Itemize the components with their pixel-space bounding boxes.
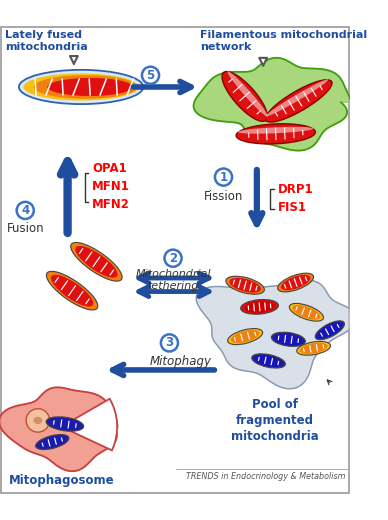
- Text: DRP1
FIS1: DRP1 FIS1: [277, 183, 313, 214]
- Text: Fission: Fission: [204, 190, 243, 203]
- Ellipse shape: [36, 435, 69, 450]
- Circle shape: [142, 67, 159, 84]
- Polygon shape: [226, 296, 324, 359]
- Ellipse shape: [265, 80, 332, 122]
- Text: Filamentous mitochondrial
network: Filamentous mitochondrial network: [200, 30, 367, 52]
- Ellipse shape: [265, 79, 328, 116]
- Polygon shape: [194, 58, 351, 151]
- Ellipse shape: [46, 271, 98, 310]
- Circle shape: [17, 202, 34, 219]
- Ellipse shape: [300, 343, 327, 354]
- Ellipse shape: [75, 246, 118, 278]
- Ellipse shape: [46, 417, 84, 431]
- Ellipse shape: [281, 275, 310, 290]
- Circle shape: [26, 409, 50, 432]
- Ellipse shape: [226, 276, 264, 294]
- Ellipse shape: [238, 127, 314, 134]
- Text: Mitochondrial
tethering: Mitochondrial tethering: [135, 269, 211, 291]
- Text: Mitophagy: Mitophagy: [149, 355, 211, 368]
- Ellipse shape: [255, 355, 282, 367]
- Text: 3: 3: [165, 336, 173, 349]
- Ellipse shape: [39, 436, 66, 448]
- Ellipse shape: [229, 278, 261, 293]
- Ellipse shape: [222, 71, 267, 121]
- Text: 5: 5: [146, 69, 155, 82]
- Wedge shape: [61, 399, 117, 450]
- Ellipse shape: [252, 354, 285, 368]
- Ellipse shape: [23, 73, 139, 100]
- Ellipse shape: [315, 321, 345, 340]
- Ellipse shape: [223, 72, 267, 121]
- Ellipse shape: [227, 71, 268, 116]
- Text: Pool of
fragmented
mitochondria: Pool of fragmented mitochondria: [231, 398, 319, 443]
- Ellipse shape: [274, 333, 302, 345]
- Text: 2: 2: [169, 252, 177, 265]
- FancyBboxPatch shape: [1, 27, 349, 493]
- Ellipse shape: [228, 329, 263, 345]
- Ellipse shape: [231, 330, 260, 343]
- Ellipse shape: [241, 300, 279, 314]
- Ellipse shape: [19, 70, 143, 104]
- Text: 1: 1: [220, 171, 227, 184]
- Ellipse shape: [318, 322, 342, 338]
- Ellipse shape: [47, 78, 133, 96]
- Ellipse shape: [71, 242, 122, 281]
- Ellipse shape: [33, 417, 42, 424]
- Text: TRENDS in Endocrinology & Metabolism: TRENDS in Endocrinology & Metabolism: [186, 472, 345, 481]
- Ellipse shape: [297, 342, 331, 355]
- Text: Mitophagosome: Mitophagosome: [9, 474, 114, 487]
- Ellipse shape: [237, 125, 315, 142]
- Ellipse shape: [50, 418, 80, 430]
- Ellipse shape: [278, 273, 314, 292]
- Circle shape: [165, 250, 182, 267]
- Circle shape: [161, 334, 178, 352]
- Text: Lately fused
mitochondria: Lately fused mitochondria: [5, 30, 88, 52]
- Ellipse shape: [266, 81, 331, 121]
- Ellipse shape: [289, 303, 324, 321]
- Circle shape: [215, 168, 232, 186]
- Ellipse shape: [244, 301, 275, 313]
- Ellipse shape: [34, 75, 137, 99]
- Polygon shape: [0, 387, 118, 471]
- Ellipse shape: [293, 305, 320, 319]
- Ellipse shape: [271, 332, 305, 346]
- Text: 4: 4: [21, 204, 29, 217]
- Text: OPA1
MFN1
MFN2: OPA1 MFN1 MFN2: [92, 162, 130, 211]
- Ellipse shape: [236, 124, 315, 144]
- Polygon shape: [196, 280, 358, 389]
- Ellipse shape: [51, 275, 93, 306]
- Text: Fusion: Fusion: [7, 222, 44, 235]
